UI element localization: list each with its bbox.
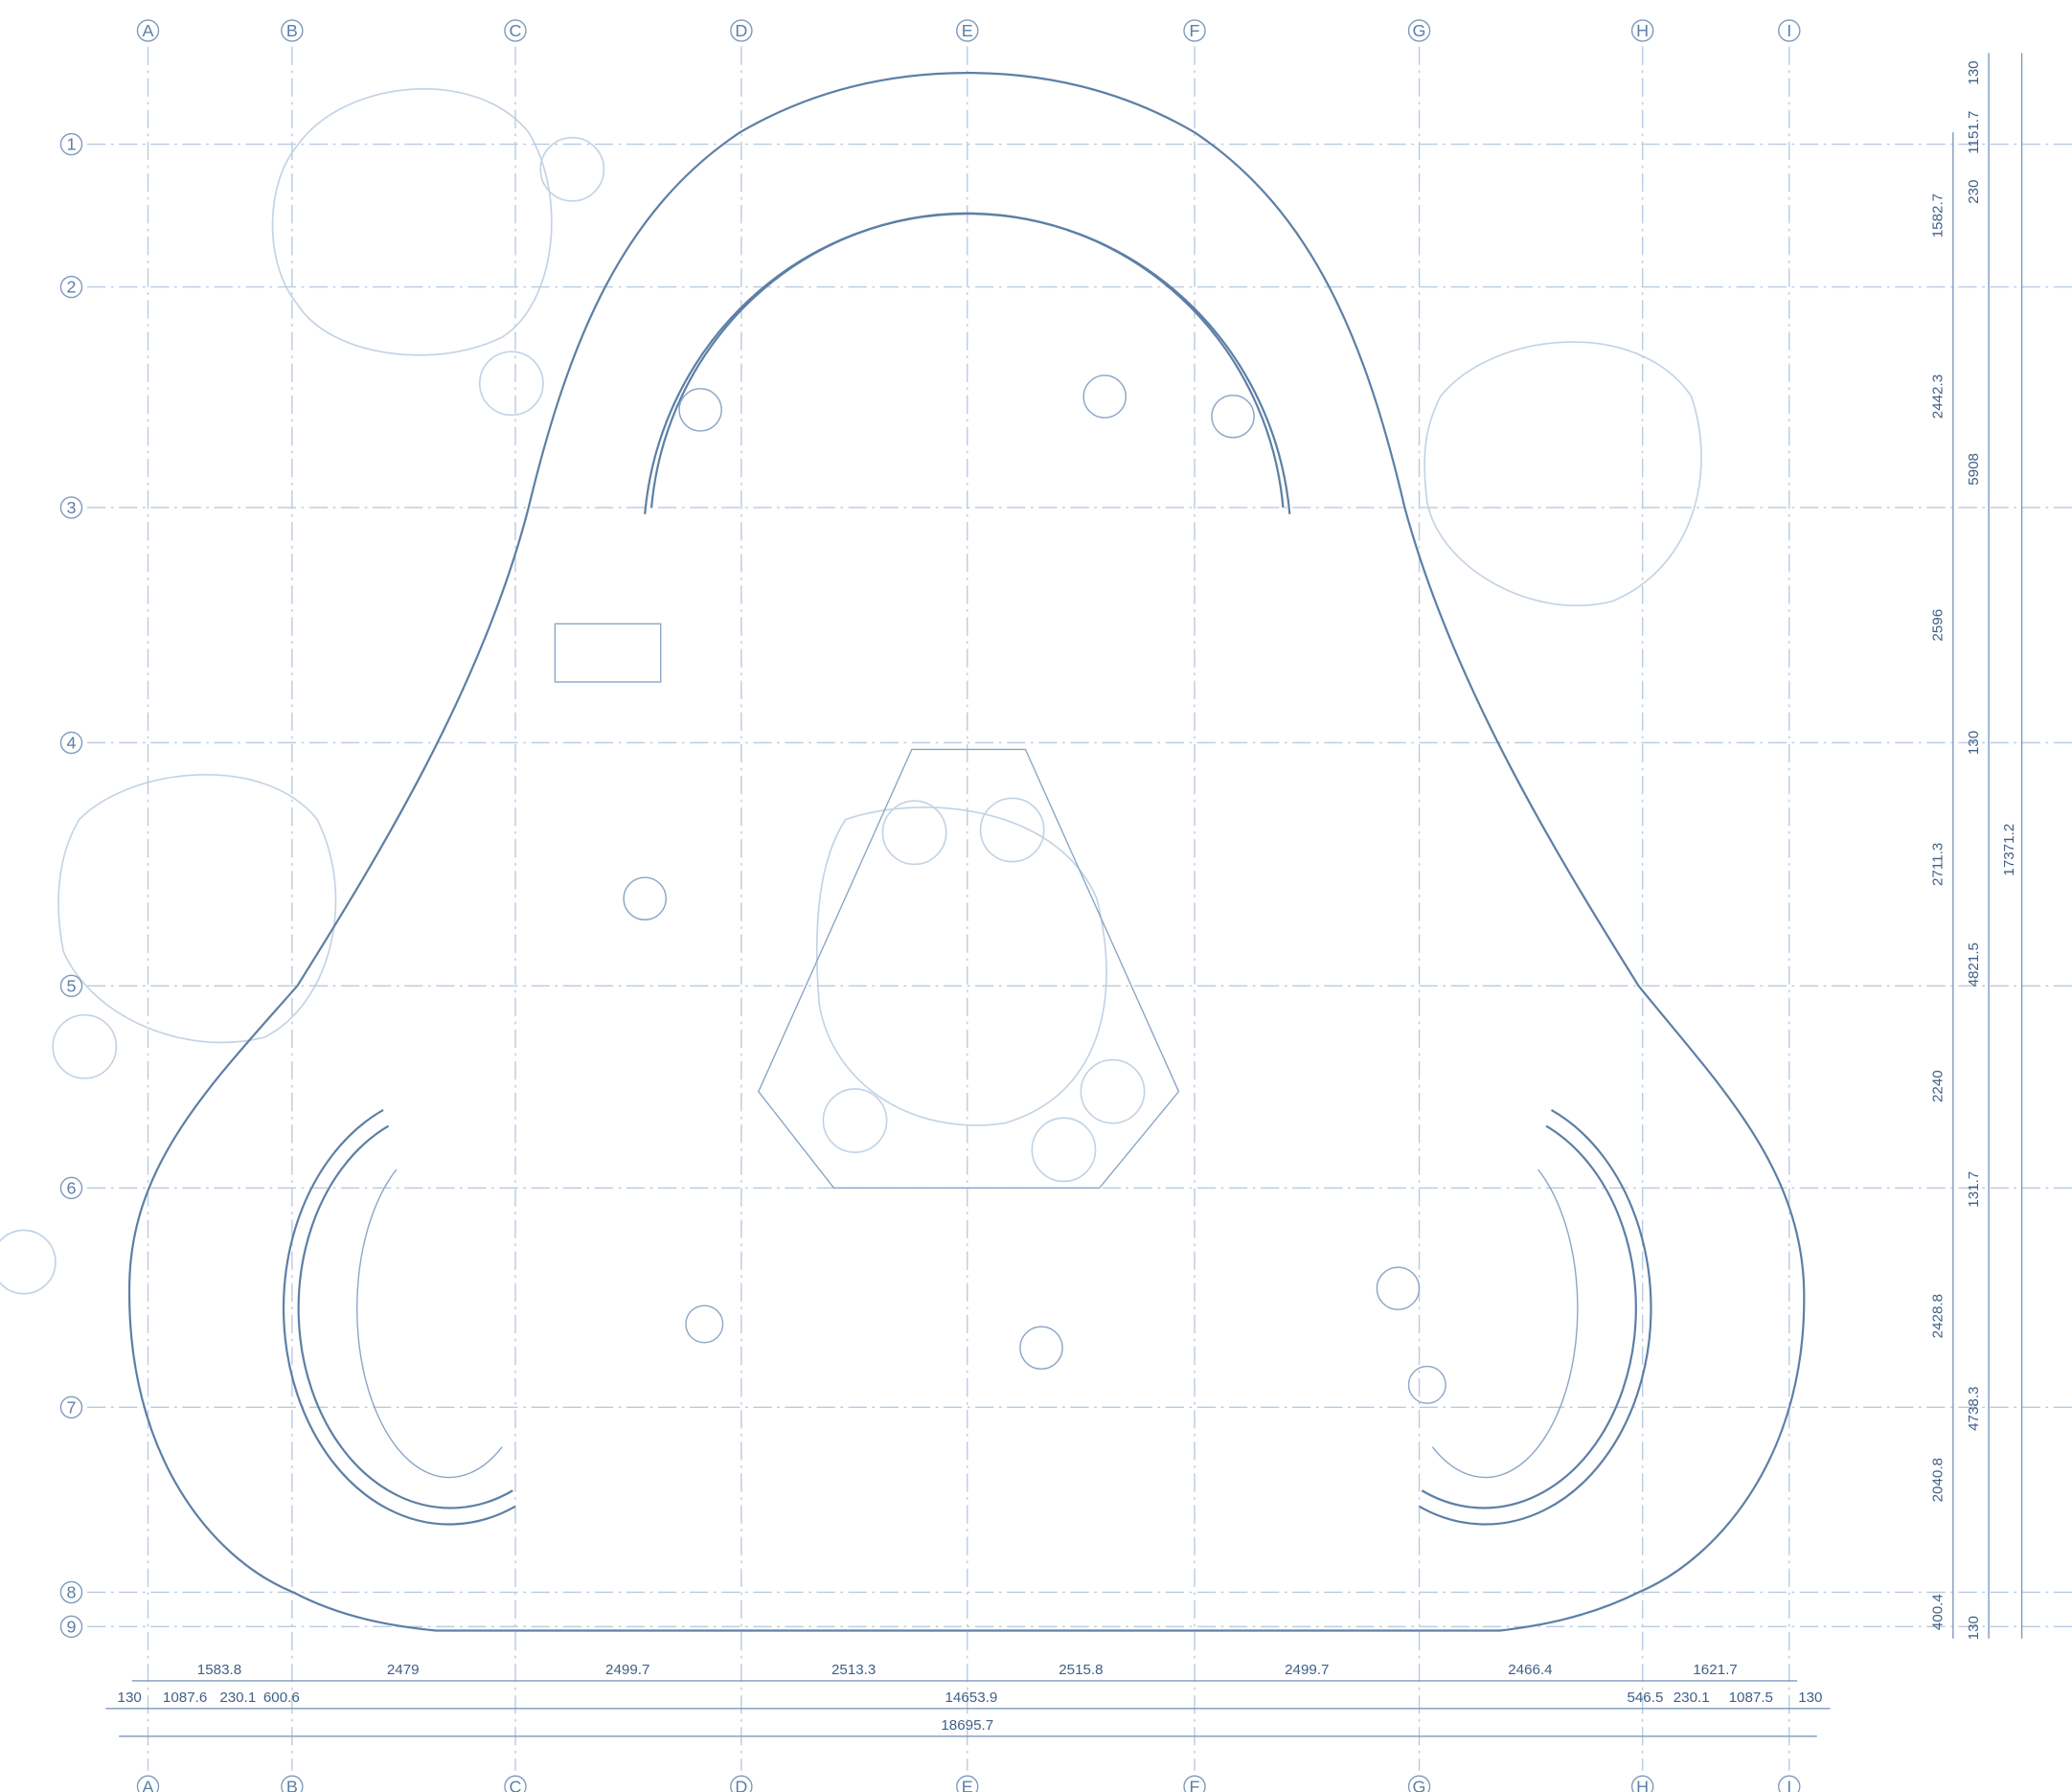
- grid-bubble: [59, 132, 83, 156]
- grid-label: A: [143, 1777, 154, 1792]
- dimension-label: 230: [1966, 180, 1982, 204]
- dimension-label: 2515.8: [1059, 1662, 1103, 1678]
- grid-bubble: [59, 1580, 83, 1604]
- building: [128, 71, 1806, 1632]
- dimension-label: 2040.8: [1930, 1458, 1947, 1502]
- dimension-label: 14653.9: [945, 1690, 998, 1706]
- grid-label: C: [510, 21, 522, 40]
- dimension-label: 2479: [387, 1662, 420, 1678]
- grid-bubble: [1630, 1775, 1654, 1792]
- grid-bubble: [281, 19, 304, 42]
- dimension-label: 2499.7: [605, 1662, 649, 1678]
- dimension-label: 18695.7: [941, 1717, 993, 1734]
- grid-label: F: [1190, 21, 1200, 40]
- dimension-label: 2442.3: [1930, 374, 1947, 419]
- grid-bubble: [504, 1775, 527, 1792]
- grid-label: G: [1413, 1777, 1426, 1792]
- dimension-label: 130: [1966, 60, 1982, 84]
- grid-bubble: [59, 1176, 83, 1200]
- dimension-label: 230.1: [219, 1690, 256, 1706]
- grid-label: H: [1636, 1777, 1649, 1792]
- dimension-label: 400.4: [1930, 1594, 1947, 1630]
- grid-bubble: [1630, 19, 1654, 42]
- grid-bubble: [1778, 19, 1801, 42]
- grid-label: B: [286, 21, 298, 40]
- grid-label: B: [286, 1777, 298, 1792]
- grid-label: D: [735, 1777, 747, 1792]
- grid-label: 1: [67, 135, 77, 154]
- dimension-label: 4738.3: [1966, 1387, 1982, 1431]
- grid-bubble: [730, 19, 753, 42]
- dimension-label: 4821.5: [1966, 942, 1982, 987]
- grid-label: 9: [67, 1617, 77, 1636]
- grid-bubble: [1183, 19, 1206, 42]
- grid-bubble: [281, 1775, 304, 1792]
- dimension-label: 130: [118, 1690, 142, 1706]
- grid-label: 4: [67, 734, 77, 753]
- grid-label: I: [1787, 1777, 1791, 1792]
- grid-bubble: [59, 1615, 83, 1639]
- dimension-label: 1087.5: [1729, 1690, 1773, 1706]
- grid-label: E: [962, 1777, 973, 1792]
- grid-label: I: [1787, 21, 1791, 40]
- grid-label: 6: [67, 1178, 77, 1197]
- grid-bubble: [956, 1775, 979, 1792]
- grid-label: C: [510, 1777, 522, 1792]
- grid: A A B B C C D D E E F F G G H H I I 1 2 3 4 5 6 7 8 9: [59, 19, 2072, 1792]
- dimension-label: 130: [1966, 731, 1982, 755]
- dimension-label: 2466.4: [1508, 1662, 1552, 1678]
- grid-bubble: [59, 275, 83, 299]
- grid-bubble: [59, 1395, 83, 1419]
- grid-label: 2: [67, 278, 77, 297]
- dimension-label: 2596: [1930, 609, 1947, 642]
- dimension-label: 2711.3: [1930, 843, 1947, 886]
- vegetation: [0, 88, 1702, 1295]
- dimension-label: 2499.7: [1285, 1662, 1329, 1678]
- grid-label: 8: [67, 1583, 77, 1602]
- dimension-label: 1087.6: [163, 1690, 207, 1706]
- dimension-label: 230.1: [1674, 1690, 1710, 1706]
- grid-bubble: [59, 731, 83, 755]
- grid-bubble: [1778, 1775, 1801, 1792]
- dimension-label: 1582.7: [1930, 193, 1947, 238]
- grid-label: F: [1190, 1777, 1200, 1792]
- grid-label: 5: [67, 976, 77, 995]
- grid-label: 3: [67, 498, 77, 517]
- grid-bubble: [730, 1775, 753, 1792]
- grid-label: A: [143, 21, 154, 40]
- dimension-label: 1151.7: [1966, 111, 1982, 154]
- dimension-label: 2240: [1930, 1070, 1947, 1102]
- grid-bubble: [136, 1775, 160, 1792]
- dimension-label: 2428.8: [1930, 1294, 1947, 1338]
- dimensions: 1583.8 2479 2499.7 2513.3 2515.8 2499.7 2466.4…: [105, 53, 2023, 1737]
- grid-label: 7: [67, 1397, 77, 1417]
- dimension-label: 1583.8: [197, 1662, 241, 1678]
- dimension-label: 600.6: [263, 1690, 300, 1706]
- dimension-label: 130: [1966, 1616, 1982, 1640]
- grid-bubble: [1407, 1775, 1431, 1792]
- grid-bubble: [504, 19, 527, 42]
- grid-bubble: [59, 496, 83, 519]
- dimension-label: 130: [1798, 1690, 1822, 1706]
- dimension-label: 17371.2: [2001, 824, 2017, 876]
- grid-bubble: [1407, 19, 1431, 42]
- grid-label: H: [1636, 21, 1649, 40]
- dimension-label: 131.7: [1966, 1171, 1982, 1208]
- grid-bubble: [59, 974, 83, 998]
- dimension-label: 546.5: [1627, 1690, 1663, 1706]
- grid-bubble: [956, 19, 979, 42]
- grid-bubble: [136, 19, 160, 42]
- dimension-label: 2513.3: [831, 1662, 876, 1678]
- dimension-label: 1621.7: [1693, 1662, 1737, 1678]
- grid-label: G: [1413, 21, 1426, 40]
- dimension-label: 5908: [1966, 453, 1982, 486]
- grid-bubble: [1183, 1775, 1206, 1792]
- grid-label: E: [962, 21, 973, 40]
- grid-label: D: [735, 21, 747, 40]
